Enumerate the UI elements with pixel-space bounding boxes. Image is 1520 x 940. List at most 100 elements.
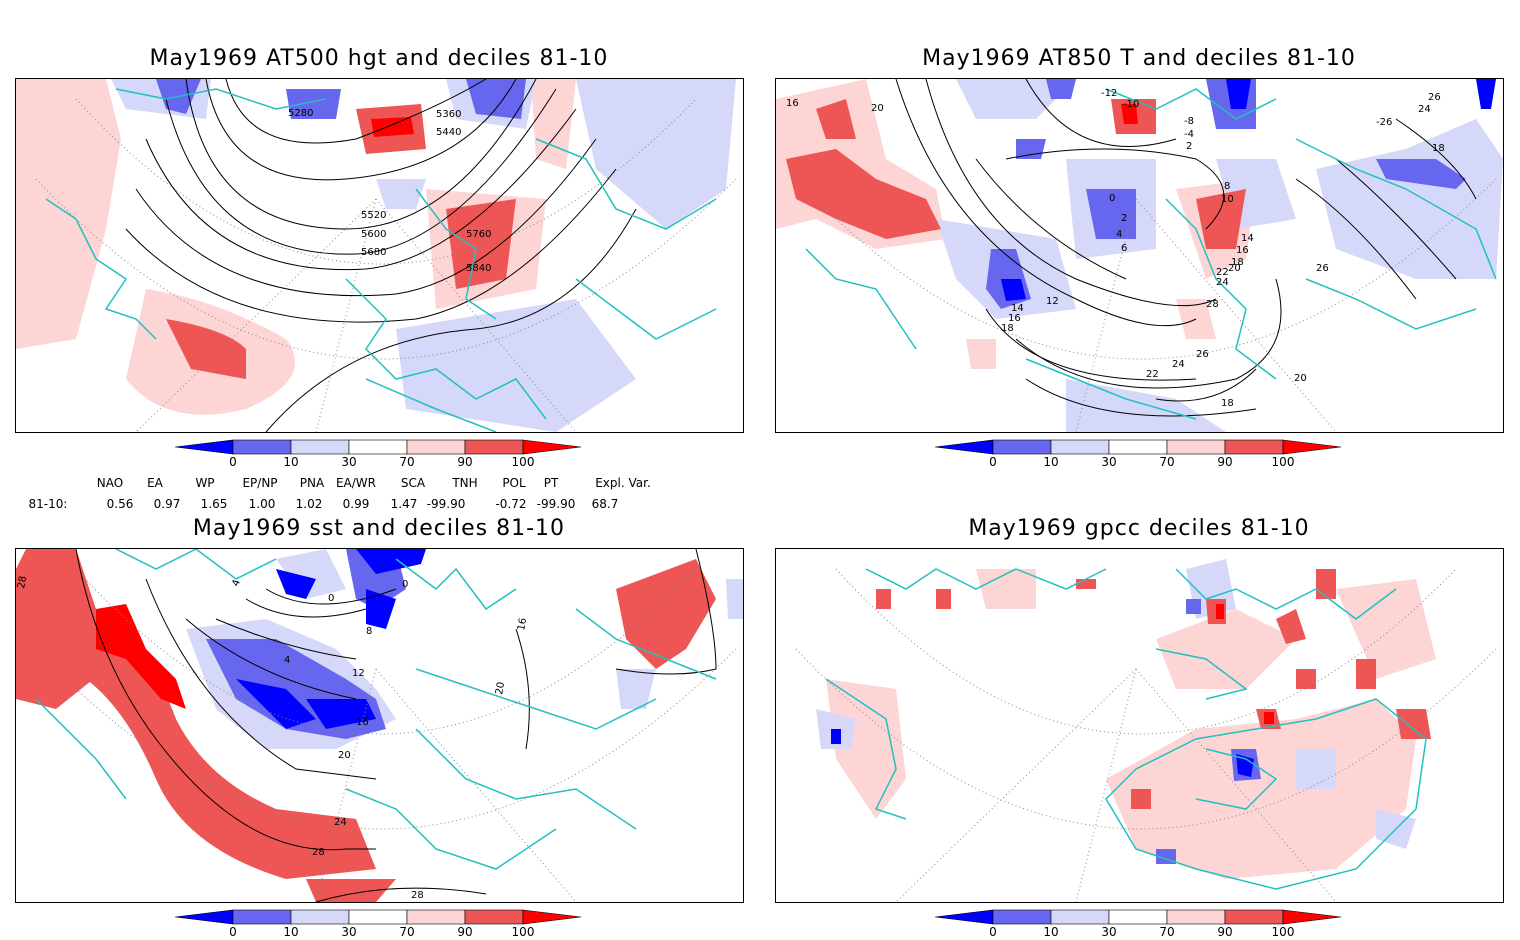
colorbar-segment (934, 909, 994, 925)
colorbar-sst: 0 10 30 70 90 100 (174, 909, 585, 939)
contour-label: 22 (1216, 267, 1229, 278)
index-header: WP (195, 476, 215, 490)
contour-label: 5680 (361, 247, 386, 258)
colorbar-tick-label: 100 (511, 925, 535, 939)
colorbar-tick-label: 70 (399, 455, 415, 469)
index-value: -99.90 (536, 497, 576, 511)
contour-label: -8 (1184, 116, 1194, 127)
index-header: TNH (452, 476, 478, 490)
map-panel-hgt500: 5280 5360 5440 5520 5600 5680 5760 5840 (15, 78, 744, 433)
colorbar-segment (1282, 909, 1342, 925)
map-t850: 16 20 -12 -10 -8 -4 2 26 24 -26 18 0 2 4… (776, 79, 1503, 432)
index-header: NAO (96, 476, 124, 490)
contour-label: 28 (16, 575, 29, 589)
colorbar-graphic (934, 909, 1342, 925)
colorbar-segment (1050, 439, 1110, 455)
colorbar-tick-label: 0 (229, 455, 237, 469)
contour-label: 14 (1241, 233, 1254, 244)
contour-label: 0 (402, 579, 408, 590)
contour-label: 18 (1231, 257, 1244, 268)
colorbar-segment (174, 909, 234, 925)
contour-label: -10 (1123, 99, 1139, 110)
index-header: EP/NP (242, 476, 278, 490)
contour-label: 5280 (288, 108, 313, 119)
colorbar-segment (464, 909, 524, 925)
panel-title-sst: May1969 sst and deciles 81-10 (192, 516, 566, 541)
colorbar-tick-label: 70 (1159, 925, 1175, 939)
colorbar-segment (1108, 909, 1168, 925)
index-value: 1.47 (390, 497, 418, 511)
colorbar-segment (348, 909, 408, 925)
colorbar-tick-label: 100 (1271, 455, 1295, 469)
index-value: 68.7 (591, 497, 619, 511)
index-header: Expl. Var. (595, 476, 651, 490)
colorbar-segment (1166, 909, 1226, 925)
indices-value-row: 81-10: 0.56 0.97 1.65 1.00 1.02 0.99 1.4… (0, 497, 760, 513)
index-header: SCA (400, 476, 426, 490)
contour-label: 24 (1418, 104, 1431, 115)
colorbar-segment (1166, 439, 1226, 455)
index-value: -99.90 (426, 497, 466, 511)
map-gpcc (795, 559, 1497, 902)
contour-label: 16 (786, 98, 799, 109)
colorbar-graphic (934, 439, 1342, 455)
contour-label: 5520 (361, 210, 386, 221)
colorbar-tick-label: 100 (511, 455, 535, 469)
colorbar-segment (406, 439, 466, 455)
index-header: EA (147, 476, 163, 490)
panel-title-hgt500: May1969 AT500 hgt and deciles 81-10 (149, 46, 609, 71)
colorbar-segment (464, 439, 524, 455)
index-value: 1.00 (248, 497, 276, 511)
map-sst: 28 4 0 0 8 4 12 16 20 24 28 28 16 20 (16, 549, 743, 902)
colorbar-tick-label: 30 (1101, 455, 1117, 469)
index-value: -0.72 (495, 497, 527, 511)
contour-label: 16 (1236, 245, 1249, 256)
contour-label: 8 (366, 626, 372, 637)
contour-label: 20 (494, 681, 507, 695)
contour-label: 24 (1172, 359, 1185, 370)
map-hgt500: 5280 5360 5440 5520 5600 5680 5760 5840 (16, 79, 743, 432)
index-value: 0.97 (153, 497, 181, 511)
contour-label: 26 (1428, 92, 1441, 103)
contour-label: 0 (328, 593, 334, 604)
contour-label: 28 (1206, 299, 1219, 310)
contour-label: 20 (338, 750, 351, 761)
colorbar-gpcc: 0 10 30 70 90 100 (934, 909, 1345, 939)
contour-label: 12 (352, 668, 365, 679)
colorbar-segment (522, 909, 582, 925)
colorbar-segment (1224, 439, 1284, 455)
index-header: EA/WR (335, 476, 377, 490)
map-panel-sst: 28 4 0 0 8 4 12 16 20 24 28 28 16 20 (15, 548, 744, 903)
contour-label: 4 (284, 655, 290, 666)
colorbar-segment (290, 439, 350, 455)
colorbar-segment (290, 909, 350, 925)
contour-label: 5760 (466, 229, 491, 240)
index-value: 0.99 (342, 497, 370, 511)
colorbar-tick-label: 0 (989, 455, 997, 469)
colorbar-tick-label: 90 (1217, 925, 1233, 939)
contour-label: 24 (334, 817, 347, 828)
contour-label: 6 (1121, 243, 1127, 254)
contour-label: 20 (871, 103, 884, 114)
colorbar-tick-label: 10 (1043, 455, 1059, 469)
contour-label: 12 (1046, 296, 1059, 307)
contour-label: 5600 (361, 229, 386, 240)
colorbar-segment (406, 909, 466, 925)
map-panel-t850: 16 20 -12 -10 -8 -4 2 26 24 -26 18 0 2 4… (775, 78, 1504, 433)
colorbar-segment (232, 439, 292, 455)
colorbar-tick-label: 100 (1271, 925, 1295, 939)
index-row-label: 81-10: (28, 497, 68, 511)
contour-label: 16 (1008, 313, 1021, 324)
contour-label: 28 (411, 890, 424, 901)
contour-label: 16 (516, 617, 529, 631)
contour-label: 20 (1294, 373, 1307, 384)
colorbar-segment (348, 439, 408, 455)
contour-label: 18 (1001, 323, 1014, 334)
colorbar-segment (1050, 909, 1110, 925)
colorbar-segment (992, 439, 1052, 455)
colorbar-tick-label: 0 (989, 925, 997, 939)
colorbar-tick-label: 90 (457, 455, 473, 469)
colorbar-tick-label: 90 (1217, 455, 1233, 469)
colorbar-graphic (174, 439, 582, 455)
colorbar-tick-label: 70 (399, 925, 415, 939)
